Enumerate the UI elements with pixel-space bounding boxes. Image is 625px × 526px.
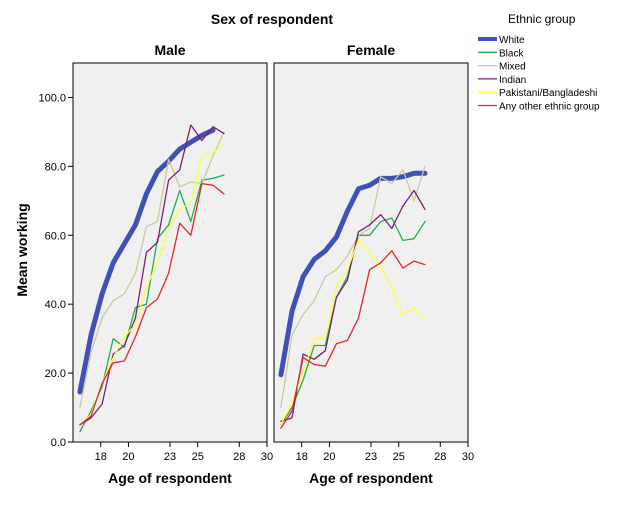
legend-title: Ethnic group	[508, 12, 576, 26]
x-axis-label-male: Age of respondent	[108, 470, 232, 486]
plot-area-male	[72, 62, 268, 443]
legend-entry-label: Pakistani/Bangladeshi	[499, 88, 597, 99]
series-line-indian-male	[79, 124, 225, 426]
x-tick-label: 23	[365, 451, 377, 463]
x-tick-label: 25	[192, 451, 204, 463]
y-tick-label: 60.0	[45, 230, 66, 242]
x-tick-label: 23	[164, 451, 176, 463]
panel-title-female: Female	[347, 42, 395, 58]
y-tick-label: 20.0	[45, 368, 66, 380]
series-line-any-other-ethnic-group-male	[79, 182, 225, 426]
y-axis-label: Mean working	[14, 203, 30, 296]
x-axis-label-female: Age of respondent	[309, 470, 433, 486]
x-tick-label: 18	[95, 451, 107, 463]
legend: Ethnic group White Black Mixed Indian Pakist…	[478, 12, 600, 113]
series-line-mixed-female	[280, 165, 426, 409]
legend-entry-label: Any other ethnic group	[499, 102, 600, 113]
series-line-mixed-male	[79, 131, 225, 409]
legend-entry-label: Mixed	[499, 62, 526, 73]
x-tick-label: 25	[393, 451, 405, 463]
legend-entry-label: White	[499, 35, 525, 46]
chart-title: Sex of respondent	[211, 11, 333, 27]
series-line-any-other-ethnic-group-female	[280, 250, 426, 429]
y-tick-label: 40.0	[45, 299, 66, 311]
plot-area-female	[273, 62, 469, 443]
x-tick-label: 30	[462, 451, 474, 463]
panel-title-male: Male	[154, 42, 185, 58]
x-tick-label: 30	[261, 451, 273, 463]
series-line-white-male	[77, 127, 216, 395]
legend-entry-label: Indian	[499, 75, 526, 86]
x-tick-label: 18	[296, 451, 308, 463]
x-tick-label: 20	[323, 451, 335, 463]
x-tick-label: 28	[233, 451, 245, 463]
x-axis: 18 20 23 25 28 30 18 20 23 25 28 30	[95, 442, 474, 463]
series-lines-female	[278, 165, 428, 429]
series-line-pakistani-bangladeshi-female	[280, 239, 426, 426]
x-tick-label: 20	[122, 451, 134, 463]
series-lines-male	[77, 124, 225, 433]
y-tick-label: 80.0	[45, 161, 66, 173]
y-tick-label: 0.0	[51, 437, 66, 449]
legend-entry-label: Black	[499, 48, 524, 59]
series-line-white-female	[278, 170, 428, 378]
x-tick-label: 28	[434, 451, 446, 463]
y-axis: 0.0 20.0 40.0 60.0 80.0 100.0	[38, 92, 73, 449]
y-tick-label: 100.0	[38, 92, 66, 104]
